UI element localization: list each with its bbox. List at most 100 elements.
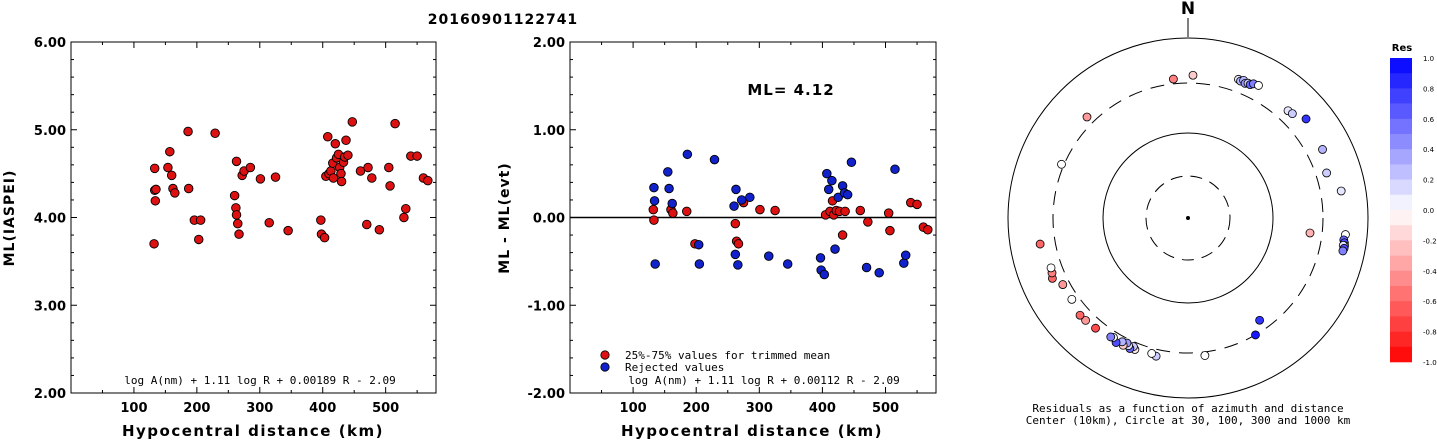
rejected-point <box>900 250 911 260</box>
residual-point <box>1322 168 1332 178</box>
legend-label-trimmed-mean: 25%-75% values for trimmed mean <box>625 349 830 362</box>
data-point <box>412 151 422 161</box>
y-tick-label: 5.00 <box>34 124 66 139</box>
data-point <box>283 225 293 236</box>
colorbar-cell <box>1390 179 1412 196</box>
colorbar-label: -0.4 <box>1423 268 1437 276</box>
residual-point <box>1081 315 1091 325</box>
trimmed-mean-point <box>863 217 873 227</box>
trimmed-mean-point <box>885 225 895 236</box>
data-point <box>362 219 372 230</box>
y-tick-label: 2.00 <box>533 36 565 51</box>
trimmed-mean-point <box>840 206 850 217</box>
data-point <box>233 218 243 229</box>
x-tick-label: 300 <box>246 401 273 416</box>
data-point <box>149 239 159 249</box>
residual-point <box>1287 109 1297 119</box>
residual-point <box>1305 228 1315 238</box>
data-point <box>336 168 346 179</box>
residual-colorbar: Res 1.0 0.8 0.6 0.4 0.2 0.0 -0.2 -0.4 -0.6 -0.8 -1… <box>1390 43 1437 367</box>
data-point <box>363 162 373 173</box>
trimmed-mean-point <box>770 205 780 216</box>
data-point <box>234 229 244 239</box>
data-point <box>210 128 220 139</box>
ring-100km <box>1102 132 1274 304</box>
residual-point <box>1058 280 1068 289</box>
trimmed-mean-point <box>923 225 933 235</box>
trimmed-mean-point <box>649 215 659 225</box>
colorbar-cell <box>1390 286 1412 302</box>
residual-point <box>1188 70 1198 80</box>
ring-30km <box>1145 175 1231 261</box>
data-point <box>231 210 242 220</box>
ml-iaspei-scatter-panel: 2.00 3.00 4.00 5.00 6.00 100 200 300 400 500 log… <box>2 36 437 440</box>
residual-point <box>1318 145 1327 154</box>
data-point <box>390 118 400 129</box>
colorbar-cell <box>1390 316 1412 332</box>
rejected-point <box>729 201 739 211</box>
rejected-point <box>874 268 884 278</box>
data-point <box>166 170 177 181</box>
colorbar-cell <box>1390 164 1412 180</box>
x-tick-label: 400 <box>309 401 336 416</box>
polar-caption-line1: Residuals as a function of azimuth and d… <box>1032 402 1343 415</box>
residual-point <box>1255 315 1265 325</box>
x-tick-label: 100 <box>120 401 147 416</box>
y-tick-label: 2.00 <box>34 387 66 402</box>
data-point <box>231 156 242 167</box>
colorbar-cell <box>1390 240 1412 256</box>
rejected-point <box>899 258 909 268</box>
y-tick-label: -1.00 <box>528 299 565 314</box>
data-point <box>151 184 161 195</box>
x-tick-label: 200 <box>183 401 210 416</box>
residual-point <box>1082 112 1092 122</box>
data-point <box>255 174 266 184</box>
y-tick-label: 6.00 <box>34 36 66 51</box>
colorbar-cell <box>1390 301 1412 317</box>
data-point <box>150 196 161 206</box>
colorbar-cell <box>1390 58 1412 74</box>
data-point <box>163 162 173 173</box>
trimmed-mean-point <box>755 204 765 215</box>
rejected-point <box>667 198 677 209</box>
legend-marker-rejected <box>600 362 610 372</box>
colorbar-cell <box>1390 134 1412 150</box>
residual-point <box>1301 114 1311 124</box>
colorbar-label: 0.0 <box>1423 207 1434 215</box>
x-axis-ticks: 100 200 300 400 500 <box>601 42 918 416</box>
rejected-point <box>730 249 741 260</box>
rejected-point <box>649 196 660 206</box>
colorbar-cell <box>1390 255 1412 272</box>
residual-polar-panel: N Residuals as a function of azimuth and… <box>1007 0 1369 427</box>
trimmed-mean-point <box>648 204 659 215</box>
formula-label: log A(nm) + 1.11 log R + 0.00112 R - 2.0… <box>628 374 900 387</box>
rejected-point <box>819 269 830 280</box>
data-point <box>245 162 256 173</box>
data-point <box>367 173 377 183</box>
ring-300km <box>1052 82 1324 354</box>
data-point <box>319 232 330 243</box>
rejected-point <box>861 262 872 273</box>
north-label: N <box>1181 0 1195 19</box>
y-tick-label: -2.00 <box>528 387 565 402</box>
colorbar-cell <box>1390 225 1412 241</box>
ml-annotation: ML= 4.12 <box>747 81 834 99</box>
y-axis-label: ML - ML(evt) <box>497 162 513 273</box>
trimmed-mean-point <box>730 218 741 229</box>
data-point <box>347 117 358 127</box>
data-point <box>384 162 394 173</box>
residual-point <box>1251 330 1260 340</box>
rejected-point <box>736 195 747 205</box>
colorbar-labels: 1.0 0.8 0.6 0.4 0.2 0.0 -0.2 -0.4 -0.6 -0.8 -1.0 <box>1423 55 1437 367</box>
residual-point <box>1046 263 1056 273</box>
rejected-point <box>830 244 840 254</box>
colorbar-cell <box>1390 88 1412 104</box>
colorbar-label: 0.8 <box>1423 85 1434 93</box>
trimmed-mean-point <box>733 239 744 249</box>
rejected-point <box>822 168 832 179</box>
rejected-point <box>731 184 741 195</box>
residual-point <box>1091 323 1100 333</box>
rejected-point <box>709 154 720 165</box>
x-tick-label: 500 <box>872 401 899 416</box>
residual-point <box>1147 349 1157 358</box>
